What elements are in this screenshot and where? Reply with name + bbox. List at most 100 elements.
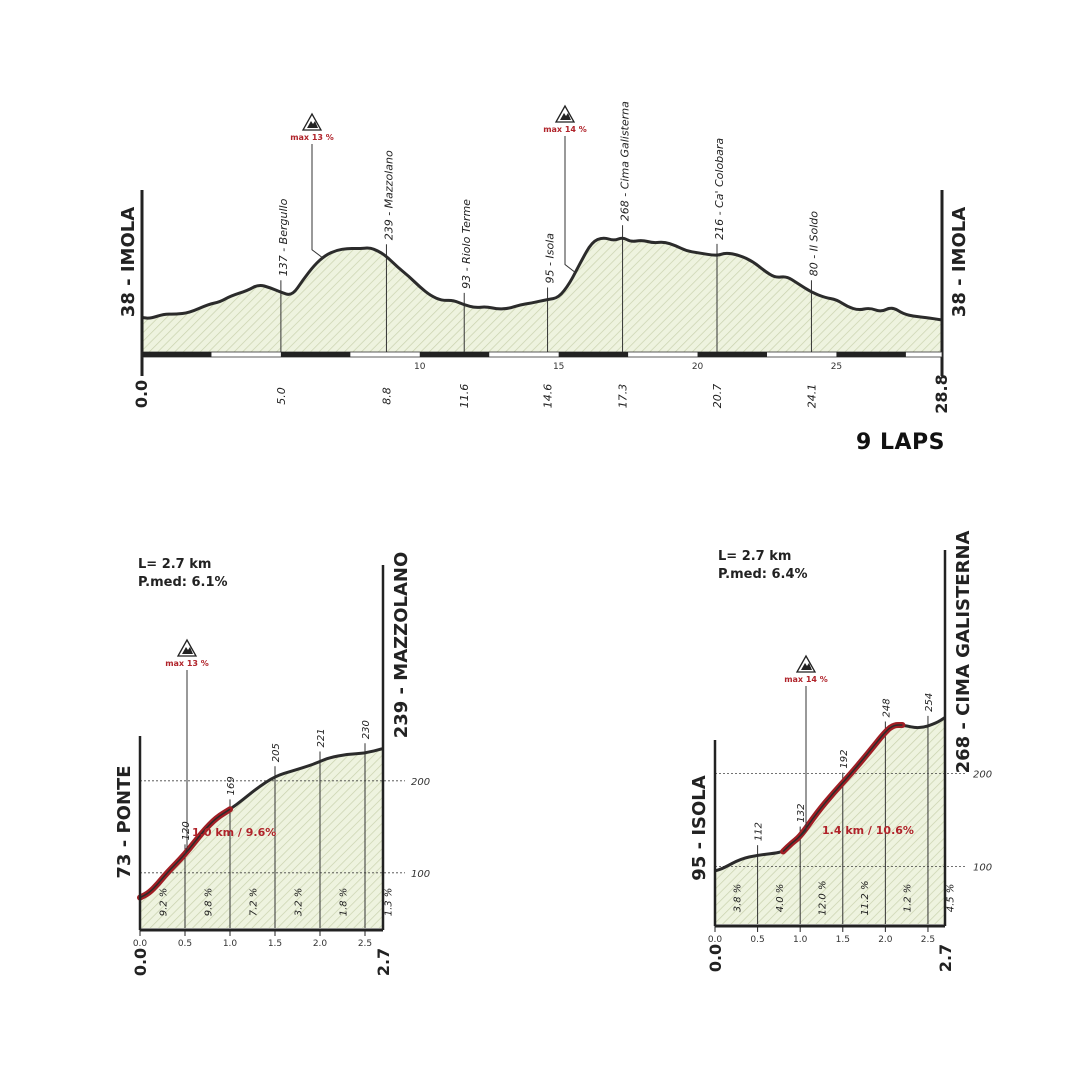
max-gradient-label: max 14 %	[784, 675, 828, 684]
altitude-label: 200	[411, 777, 430, 788]
steep-section-core	[782, 724, 903, 853]
waypoint-km-label: 24.1	[805, 384, 818, 409]
waypoint-km-label: 20.7	[711, 384, 724, 409]
max-gradient-pointer	[184, 670, 188, 855]
segment-gradient-label: 9.8 %	[204, 888, 215, 917]
altitude-point-label: 205	[271, 743, 282, 762]
segment-gradient-label: 9.2 %	[159, 888, 170, 917]
altitude-point-label: 112	[754, 822, 765, 841]
max-gradient-label: max 14 %	[543, 125, 587, 134]
steep-section-label: 1.4 km / 10.6%	[822, 824, 914, 837]
altitude-point-label: 192	[839, 750, 850, 769]
km-tick-label: 0.5	[178, 939, 192, 949]
segment-gradient-label: 4.5 %	[945, 884, 956, 913]
km-tick-label: 2.0	[878, 935, 893, 945]
climb-finish-label: 268 - CIMA GALISTERNA	[953, 531, 974, 774]
waypoint-km-label: 8.8	[380, 387, 393, 405]
km-band-segment	[142, 352, 212, 357]
km-tick-label: 25	[831, 362, 842, 372]
segment-gradient-label: 12.0 %	[817, 881, 828, 916]
waypoint-km-label: 5.0	[275, 387, 288, 405]
km-tick-label: 1.5	[268, 939, 282, 949]
main-circuit-profile: 137 - Bergullo 5.0 239 - Mazzolano 8.8 93 - …	[118, 101, 970, 414]
altitude-label: 100	[411, 869, 430, 880]
climb-start-label: 73 - PONTE	[114, 765, 135, 878]
waypoint-km-label: 14.6	[542, 384, 555, 409]
climb2-length: L= 2.7 km	[718, 549, 792, 564]
segment-gradient-label: 11.2 %	[860, 881, 871, 916]
km-band-segment	[697, 352, 767, 357]
waypoint-label: 268 - Cima Galisterna	[619, 101, 632, 221]
max-gradient-marker: max 13 %	[165, 638, 209, 668]
km-tick-label: 2.0	[313, 939, 328, 949]
finish-town-label: 38 - IMOLA	[949, 207, 970, 317]
km-tick-label: 10	[414, 362, 426, 372]
segment-gradient-label: 1.3 %	[384, 888, 395, 917]
waypoint-label: 239 - Mazzolano	[382, 150, 395, 240]
max-gradient-pointer	[799, 686, 807, 837]
climb1-average-gradient: P.med: 6.1%	[138, 575, 228, 590]
segment-gradient-label: 3.8 %	[732, 884, 743, 913]
climb-start-km-label: 0.0	[706, 944, 725, 972]
waypoint-label: 95 - Isola	[544, 233, 557, 284]
climb-start-label: 95 - ISOLA	[689, 775, 710, 880]
steep-section-label: 1.0 km / 9.6%	[192, 826, 276, 839]
segment-gradient-label: 1.2 %	[903, 884, 914, 913]
altitude-point-label: 248	[881, 698, 892, 717]
segment-gradient-label: 3.2 %	[294, 888, 305, 917]
climb1-length: L= 2.7 km	[138, 557, 212, 572]
altitude-point-label: 132	[796, 803, 807, 822]
segment-gradient-label: 7.2 %	[249, 888, 260, 917]
climb2-average-gradient: P.med: 6.4%	[718, 567, 808, 582]
climb-end-km-label: 2.7	[374, 948, 393, 976]
km-tick-label: 20	[692, 362, 704, 372]
altitude-point-label: 254	[924, 693, 935, 712]
altitude-point-label: 221	[316, 728, 327, 747]
km-tick-label: 0.0	[133, 939, 148, 949]
climb-finish-label: 239 - MAZZOLANO	[391, 552, 412, 739]
max-gradient-label: max 13 %	[165, 659, 209, 668]
mountain-summit-icon-peak	[182, 647, 193, 654]
km-tick-label: 1.0	[793, 935, 808, 945]
climb-end-km-label: 2.7	[936, 944, 955, 972]
km-band-segment	[280, 352, 351, 357]
km-tick-label: 0.5	[750, 935, 764, 945]
altitude-label: 100	[973, 862, 992, 873]
main-profile-area	[142, 238, 942, 352]
end-km-label: 28.8	[932, 374, 951, 413]
laps-label: 9 LAPS	[856, 430, 945, 455]
cima-galisterna-climb-profile: 200 100 112 132 192 248 254 1.4 km / 10.6% 3.8 %…	[689, 531, 992, 973]
waypoint-label: 80 - Il Soldo	[807, 211, 820, 277]
waypoint-label: 216 - Ca' Colobara	[713, 138, 726, 240]
km-band	[141, 351, 943, 358]
altitude-point-label: 230	[361, 720, 372, 739]
km-tick-label: 1.0	[223, 939, 238, 949]
segment-gradient-label: 4.0 %	[775, 884, 786, 913]
waypoint-label: 137 - Bergullo	[277, 198, 290, 276]
start-km-label: 0.0	[132, 380, 151, 408]
altitude-point-label: 169	[226, 776, 237, 795]
max-gradient-marker: max 14 %	[543, 104, 587, 134]
km-band-segment	[419, 352, 490, 357]
max-gradient-marker: max 14 %	[784, 654, 828, 684]
climb-area	[140, 748, 383, 928]
start-town-label: 38 - IMOLA	[118, 207, 139, 317]
km-tick-label: 15	[553, 362, 564, 372]
climb-area	[715, 717, 945, 924]
km-band-segment	[558, 352, 629, 357]
waypoint-km-label: 17.3	[617, 384, 630, 409]
max-gradient-pointer	[564, 136, 576, 273]
max-gradient-label: max 13 %	[290, 133, 334, 142]
main-profile-line	[141, 236, 943, 322]
climb1-info: L= 2.7 km P.med: 6.1%	[138, 556, 228, 592]
waypoint-km-label: 11.6	[458, 384, 471, 409]
climb-start-km-label: 0.0	[131, 948, 150, 976]
segment-gradient-label: 1.8 %	[339, 888, 350, 917]
km-tick-label: 0.0	[708, 935, 723, 945]
km-tick-label: 1.5	[836, 935, 850, 945]
climb2-info: L= 2.7 km P.med: 6.4%	[718, 548, 808, 584]
max-gradient-pointer	[311, 144, 323, 259]
mountain-summit-icon-peak	[307, 121, 318, 128]
